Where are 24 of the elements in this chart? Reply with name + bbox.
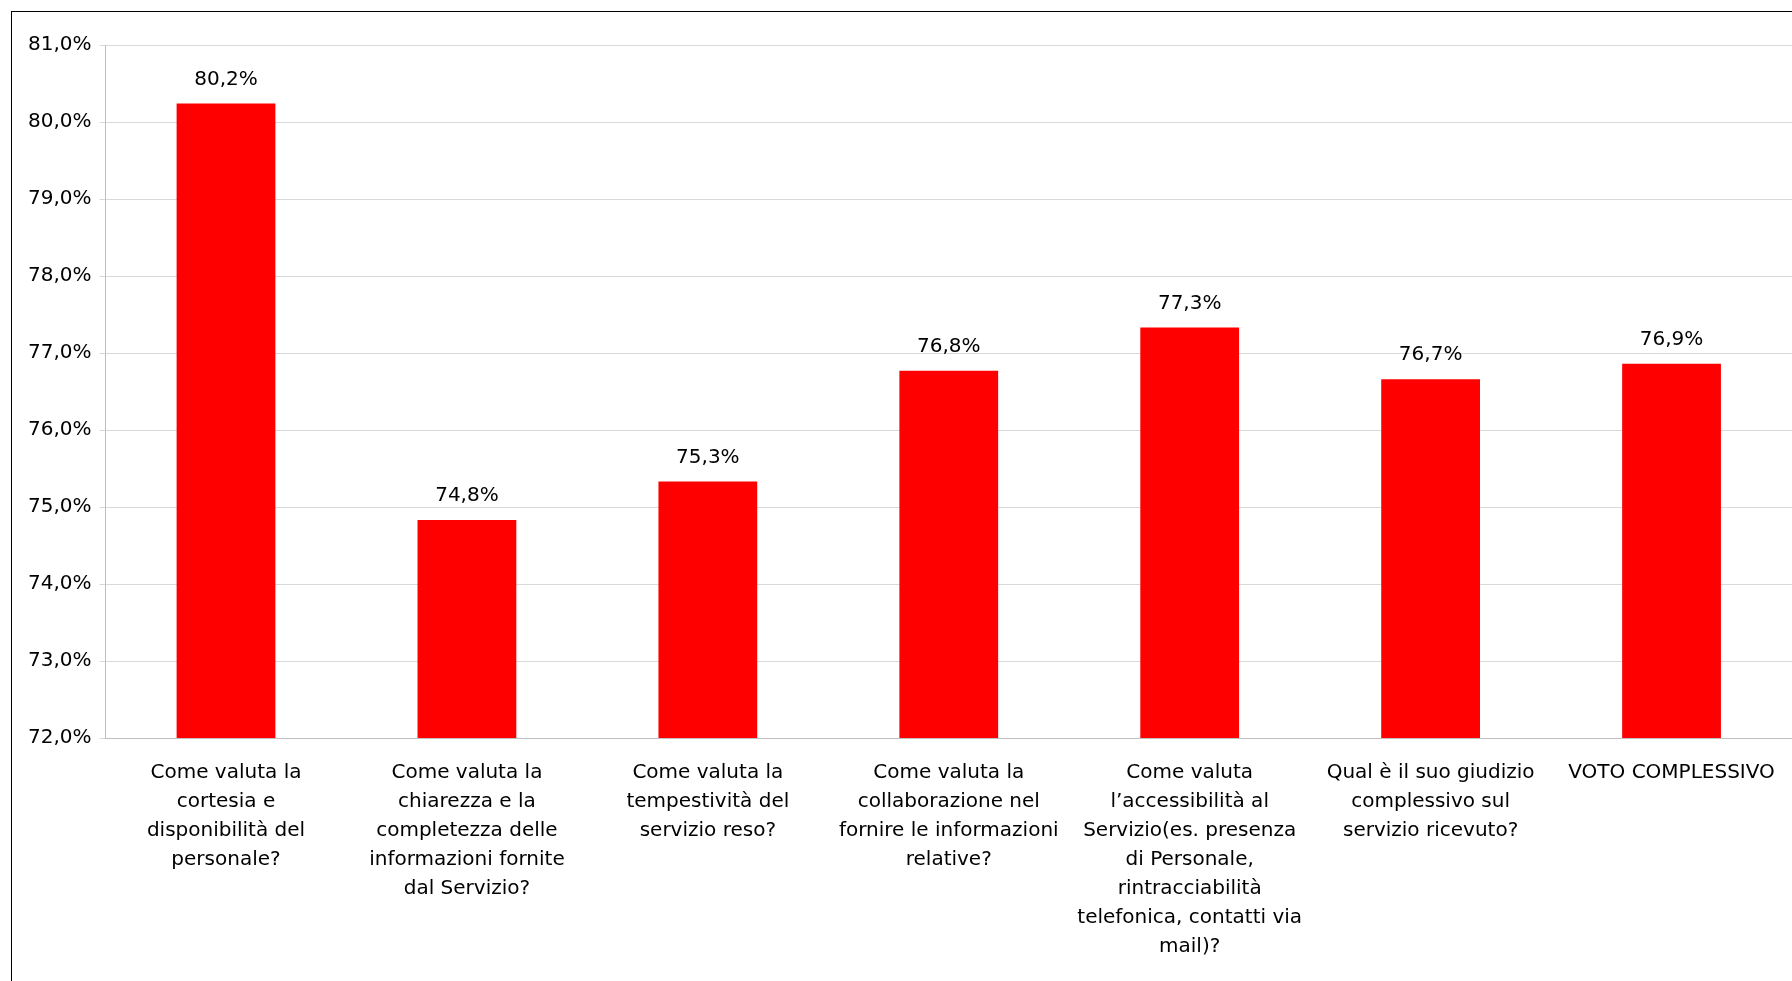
- y-tick-label: 73,0%: [27, 647, 92, 672]
- x-tick-label: Come valuta l’accessibilità al Servizio(es. presenza di Personale, rintracciabilità telefonica, contatti via mail)?: [1077, 758, 1303, 957]
- data-label: 76,8%: [916, 332, 981, 357]
- y-tick-label: 78,0%: [27, 262, 92, 287]
- y-tick-label: 81,0%: [27, 31, 92, 56]
- x-tick-label: VOTO COMPLESSIVO: [1568, 758, 1775, 783]
- y-tick-label: 80,0%: [27, 108, 92, 133]
- x-tick-label: Come valuta la collaborazione nel fornire le informazioni relative?: [838, 758, 1059, 870]
- y-tick-label: 72,0%: [27, 724, 92, 749]
- data-label: 80,2%: [194, 65, 258, 90]
- y-tick-label: 76,0%: [27, 416, 92, 441]
- x-tick-label: Qual è il suo giudizio complessivo sul servizio ricevuto?: [1326, 758, 1535, 841]
- data-label: 75,3%: [676, 443, 740, 468]
- data-label: 77,3%: [1157, 289, 1222, 314]
- y-tick-label: 75,0%: [27, 493, 92, 518]
- data-label: 76,9%: [1639, 325, 1704, 350]
- y-tick-label: 74,0%: [27, 570, 92, 595]
- y-tick-label: 79,0%: [27, 185, 92, 210]
- x-tick-label: Come valuta la cortesia e disponibilità del personale?: [146, 758, 306, 870]
- data-label: 74,8%: [435, 482, 499, 507]
- x-tick-label: Come valuta la chiarezza e la completezza delle informazioni fornite dal Servizio?: [369, 758, 565, 899]
- x-tick-label: Come valuta la tempestività del servizio reso?: [626, 758, 790, 841]
- data-label: 76,7%: [1398, 341, 1463, 366]
- y-tick-label: 77,0%: [27, 339, 92, 364]
